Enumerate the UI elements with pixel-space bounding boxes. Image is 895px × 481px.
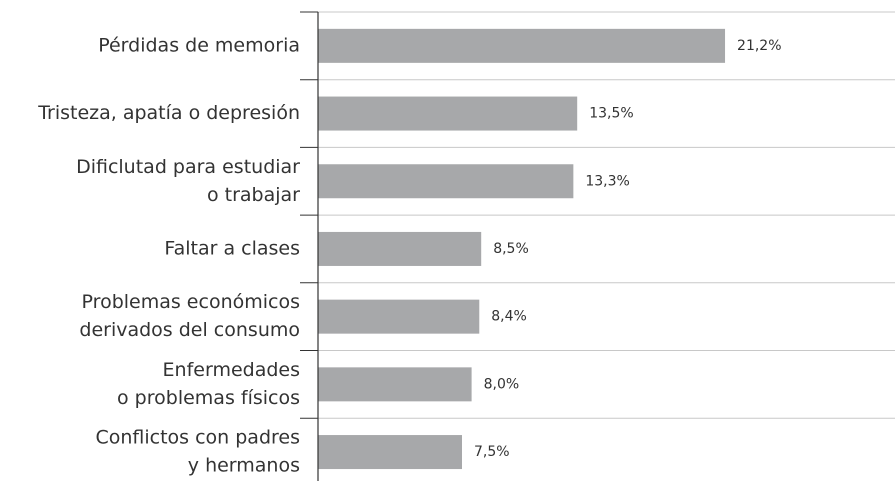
category-label: Tristeza, apatía o depresión (37, 102, 300, 124)
value-label: 8,5% (493, 241, 529, 257)
value-label: 13,5% (589, 106, 633, 122)
bar (318, 231, 482, 266)
value-label: 13,3% (585, 173, 629, 189)
category-label: y hermanos (188, 455, 300, 477)
category-label: o problemas físicos (117, 387, 300, 409)
bar (318, 435, 462, 470)
bar (318, 28, 726, 63)
value-label: 21,2% (737, 38, 781, 54)
value-label: 7,5% (474, 444, 510, 460)
category-label: Problemas económicos (82, 291, 300, 313)
category-label: derivados del consumo (79, 319, 300, 341)
category-label: Pérdidas de memoria (98, 34, 300, 56)
bar (318, 367, 472, 402)
category-label: Faltar a clases (164, 237, 300, 259)
category-label: o trabajar (207, 184, 300, 206)
bar (318, 164, 574, 199)
category-label: Conflictos con padres (95, 427, 300, 449)
value-label: 8,0% (484, 376, 520, 392)
category-label: Enfermedades (163, 359, 300, 381)
bar (318, 96, 578, 131)
category-label: Dificlutad para estudiar (76, 156, 300, 178)
value-label: 8,4% (491, 309, 527, 325)
bar (318, 299, 480, 334)
